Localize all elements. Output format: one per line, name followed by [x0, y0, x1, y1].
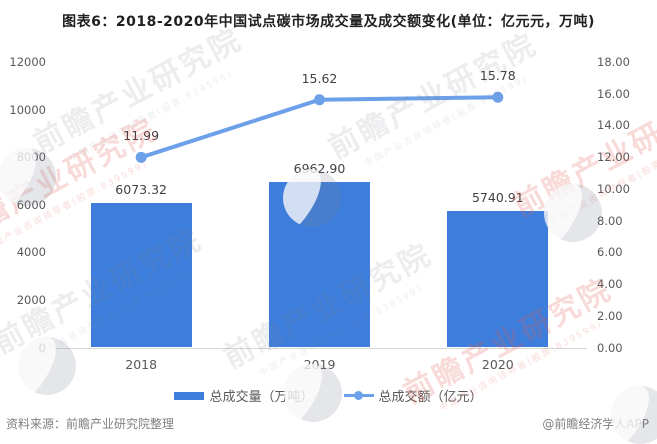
right-axis-tick-10.00: 10.00: [597, 181, 630, 196]
left-axis-tick-12000: 12000: [9, 55, 46, 69]
right-axis-tick-14.00: 14.00: [597, 118, 630, 133]
bar-value-label-2020: 5740.91: [471, 189, 524, 205]
line-series-marker: [343, 391, 374, 400]
line-value-label-2018: 11.99: [123, 128, 160, 144]
line-point-2019: [314, 94, 325, 106]
left-axis-tick-10000: 10000: [9, 102, 46, 117]
chart-title: 图表6：2018-2020年中国试点碳市场成交量及成交额变化(单位：亿元元，万吨…: [62, 14, 595, 30]
footer: 资料来源：前瞻产业研究院整理 @前瞻经济学人APP: [0, 415, 657, 432]
line-value-label-2020: 15.78: [479, 68, 516, 84]
right-axis-tick-8.00: 8.00: [597, 213, 623, 228]
line-path: [140, 95, 498, 160]
x-axis-line: [52, 348, 587, 349]
source-text: 资料来源：前瞻产业研究院整理: [6, 417, 175, 431]
line-value-label-2019: 15.62: [301, 70, 338, 86]
right-axis-tick-12.00: 12.00: [597, 150, 630, 165]
bar-2018: [90, 203, 192, 348]
bar-series-swatch: [174, 391, 205, 400]
legend-label-volume: 总成交量（万吨）: [209, 390, 314, 405]
right-axis-tick-0.00: 0.00: [597, 340, 623, 355]
x-axis-label-2018: 2018: [125, 357, 158, 372]
left-axis-tick-2000: 2000: [16, 292, 46, 307]
right-axis-tick-18.00: 18.00: [597, 55, 630, 69]
bar-value-label-2018: 6073.32: [115, 182, 167, 197]
right-axis-tick-4.00: 4.00: [597, 277, 623, 292]
right-axis-tick-6.00: 6.00: [597, 245, 623, 260]
line-point-2020: [492, 91, 504, 103]
x-axis-label-2020: 2020: [481, 357, 514, 372]
credit-text: @前瞻经济学人APP: [542, 417, 649, 431]
line-point-2018: [135, 151, 147, 163]
bar-2020: [447, 210, 549, 348]
legend-item-value: 总成交额（亿元）: [343, 386, 483, 405]
legend-item-volume: 总成交量（万吨）: [174, 386, 314, 405]
legend: 总成交量（万吨） 总成交额（亿元）: [0, 386, 657, 405]
right-axis-tick-16.00: 16.00: [597, 86, 630, 101]
left-axis-tick-4000: 4000: [16, 245, 46, 260]
line-series-dot: [354, 391, 363, 400]
right-axis-tick-2.00: 2.00: [597, 308, 623, 323]
legend-label-value: 总成交额（亿元）: [378, 390, 483, 405]
